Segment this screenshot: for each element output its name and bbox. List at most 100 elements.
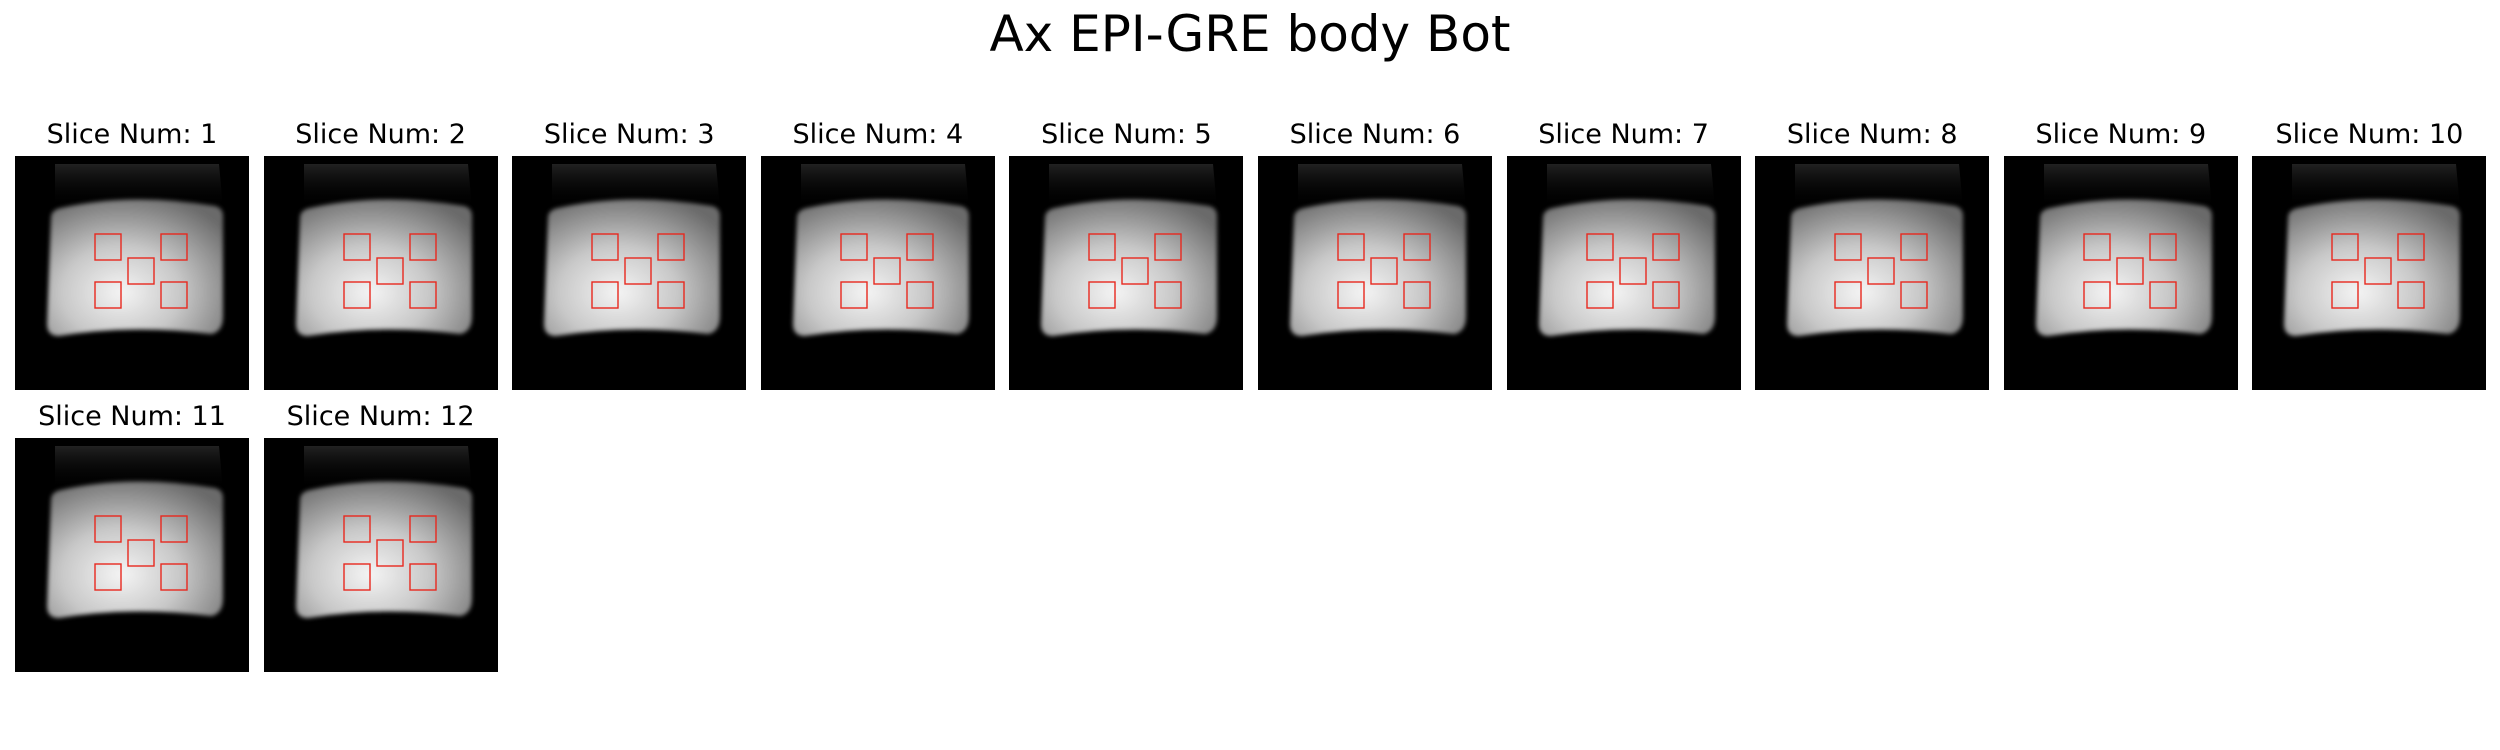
roi-box [840,233,868,261]
roi-box [94,515,122,543]
slice-title: Slice Num: 4 [792,119,964,150]
roi-box [906,233,934,261]
roi-box [342,281,371,309]
roi-box [375,257,404,285]
roi-box [591,281,619,309]
phantom-housing [1049,164,1218,208]
roi-box [1403,233,1431,261]
roi-box [840,281,868,309]
phantom-body [1041,199,1218,336]
roi-box [1088,281,1117,309]
roi-box [1618,257,1647,285]
roi-box [160,563,188,591]
mri-slice-image [1258,156,1492,390]
roi-box [2149,281,2177,309]
roi-box [624,257,652,285]
figure-title: Ax EPI-GRE body Bot [989,5,1511,63]
phantom-body [47,481,223,618]
roi-box [1900,233,1928,261]
phantom-body [1538,199,1715,336]
roi-box [657,233,685,261]
phantom-housing [1298,164,1466,208]
slice-title: Slice Num: 9 [2035,119,2207,150]
roi-box [160,233,188,261]
phantom-housing [303,164,472,208]
phantom-housing [1795,164,1964,208]
roi-box [1088,233,1117,261]
roi-box [591,233,619,261]
phantom-body [1290,199,1466,336]
roi-box [375,539,404,567]
roi-box [408,233,437,261]
slice-title: Slice Num: 6 [1289,119,1461,150]
roi-box [2083,233,2111,261]
roi-box [342,563,371,591]
phantom-housing [55,446,223,490]
roi-box [94,233,122,261]
phantom-body [2284,199,2461,336]
roi-box [1651,281,1680,309]
roi-box [408,281,437,309]
phantom-body [2035,199,2212,336]
roi-box [94,563,122,591]
roi-box [342,233,371,261]
roi-box [2397,281,2426,309]
phantom-housing [1546,164,1715,208]
roi-box [1834,281,1862,309]
slice-title: Slice Num: 12 [286,401,475,432]
slice-title: Slice Num: 10 [2275,119,2464,150]
roi-box [160,515,188,543]
roi-box [1834,233,1862,261]
mri-slice-image [1009,156,1244,390]
mri-slice-image [15,156,249,390]
roi-box [94,281,122,309]
roi-box [408,563,437,591]
roi-box [2149,233,2177,261]
mri-slice-image [760,156,995,390]
mri-slice-image [2252,156,2487,390]
slice-title: Slice Num: 5 [1041,119,1212,150]
roi-box [1337,281,1365,309]
slice-title: Slice Num: 8 [1786,119,1958,150]
mri-slice-image [263,156,498,390]
phantom-body [295,481,472,618]
roi-box [127,257,155,285]
roi-box [1337,233,1365,261]
roi-box [160,281,188,309]
roi-box [1651,233,1680,261]
phantom-body [1787,199,1964,336]
roi-box [2397,233,2426,261]
roi-box [657,281,685,309]
phantom-body [544,199,721,336]
roi-box [342,515,371,543]
roi-box [2331,281,2360,309]
phantom-housing [2292,164,2461,208]
mri-slice-image [263,438,498,672]
roi-box [1154,281,1183,309]
roi-box [1121,257,1150,285]
slice-title: Slice Num: 11 [38,401,226,432]
roi-box [1585,281,1614,309]
phantom-housing [552,164,721,208]
roi-box [1867,257,1895,285]
roi-box [2083,281,2111,309]
roi-box [1900,281,1928,309]
roi-box [1585,233,1614,261]
phantom-housing [55,164,223,208]
roi-box [906,281,934,309]
mri-slice-image [2003,156,2238,390]
mri-slice-image [512,156,747,390]
roi-box [408,515,437,543]
mri-slice-image [1755,156,1990,390]
roi-box [2116,257,2144,285]
mri-slice-image [15,438,249,672]
phantom-housing [2043,164,2212,208]
slice-title: Slice Num: 1 [46,119,218,150]
roi-box [873,257,901,285]
phantom-body [295,199,472,336]
roi-box [1370,257,1398,285]
phantom-body [792,199,969,336]
phantom-housing [303,446,472,490]
roi-box [2364,257,2393,285]
